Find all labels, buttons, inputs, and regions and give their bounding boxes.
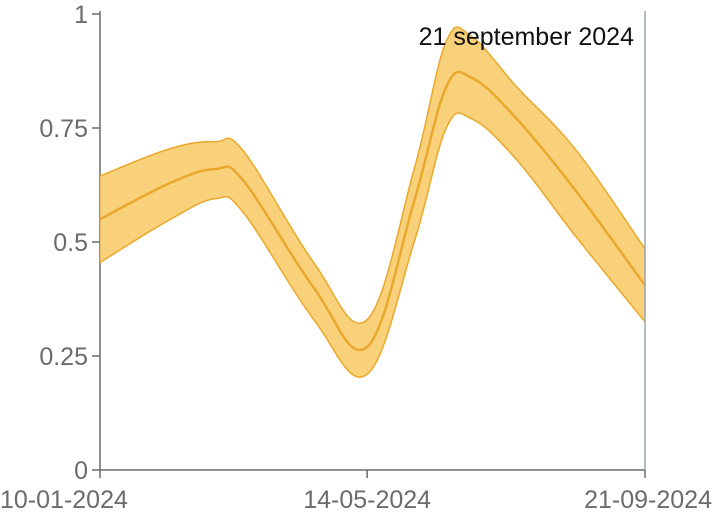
cursor-date-label: 21 september 2024 [419,23,635,51]
x-tick-label: 10-01-2024 [0,486,128,514]
confidence-band [100,26,645,378]
y-tick-label: 0 [74,457,88,485]
y-axis: 0 0.25 0.5 0.75 1 [39,1,101,485]
series-line [99,70,647,352]
band-upper-edge [99,26,646,324]
y-tick-label: 0.5 [53,229,88,257]
y-tick-label: 0.75 [39,115,88,143]
cursor: 21 september 2024 [419,11,646,470]
x-axis: 10-01-2024 14-05-2024 21-09-2024 [0,469,712,514]
y-tick-label: 1 [74,1,88,29]
y-tick-label: 0.25 [39,343,88,371]
x-tick-label: 14-05-2024 [303,486,431,514]
x-tick-label: 21-09-2024 [584,486,712,514]
series-layer [99,26,647,378]
band-lower-edge [99,112,646,378]
